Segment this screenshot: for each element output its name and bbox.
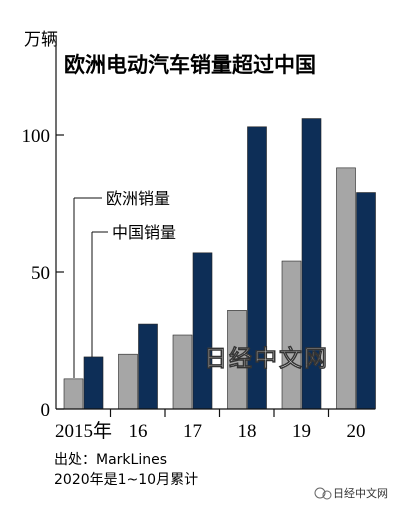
footnote: 2020年是1~10月累计	[54, 472, 198, 488]
bar-europe-1	[118, 353, 138, 410]
brand-logo: 日经中文网	[314, 486, 388, 500]
y-axis-labels: 0 50 100	[22, 126, 51, 421]
bar-europe-2	[172, 334, 193, 410]
y-tick-label-0: 0	[41, 400, 51, 421]
bar-europe-5	[336, 167, 356, 410]
watermark-text: 日经中文网	[204, 345, 329, 372]
legend-europe: 欧洲销量	[106, 189, 170, 208]
x-tick-label-3: 18	[238, 421, 257, 442]
x-tick-label-0: 2015年	[55, 420, 112, 442]
bar-china-0	[83, 356, 104, 410]
bars	[63, 118, 376, 410]
brand-text: 日经中文网	[333, 486, 388, 500]
y-tick-label-50: 50	[31, 263, 50, 284]
wechat-icon-bubble	[322, 490, 332, 500]
x-tick-label-4: 19	[292, 421, 311, 442]
x-tick-label-2: 17	[183, 421, 202, 442]
wechat-icon	[314, 487, 326, 499]
x-tick-label-1: 16	[129, 421, 148, 442]
y-axis-ticks	[56, 134, 64, 410]
chart-title: 欧洲电动汽车销量超过中国	[64, 53, 316, 77]
bar-china-5	[356, 192, 376, 410]
unit-label: 万辆	[24, 30, 58, 50]
bar-europe-0	[63, 378, 84, 410]
y-tick-label-100: 100	[22, 126, 51, 147]
x-tick-label-5: 20	[347, 421, 366, 442]
bar-europe-4	[281, 260, 302, 410]
bar-china-2	[192, 252, 213, 410]
source-note: 出处：MarkLines	[54, 452, 167, 468]
bar-china-1	[138, 323, 158, 410]
x-axis-labels: 2015年 16 17 18 19 20	[55, 409, 366, 442]
legend-china: 中国销量	[112, 223, 176, 242]
